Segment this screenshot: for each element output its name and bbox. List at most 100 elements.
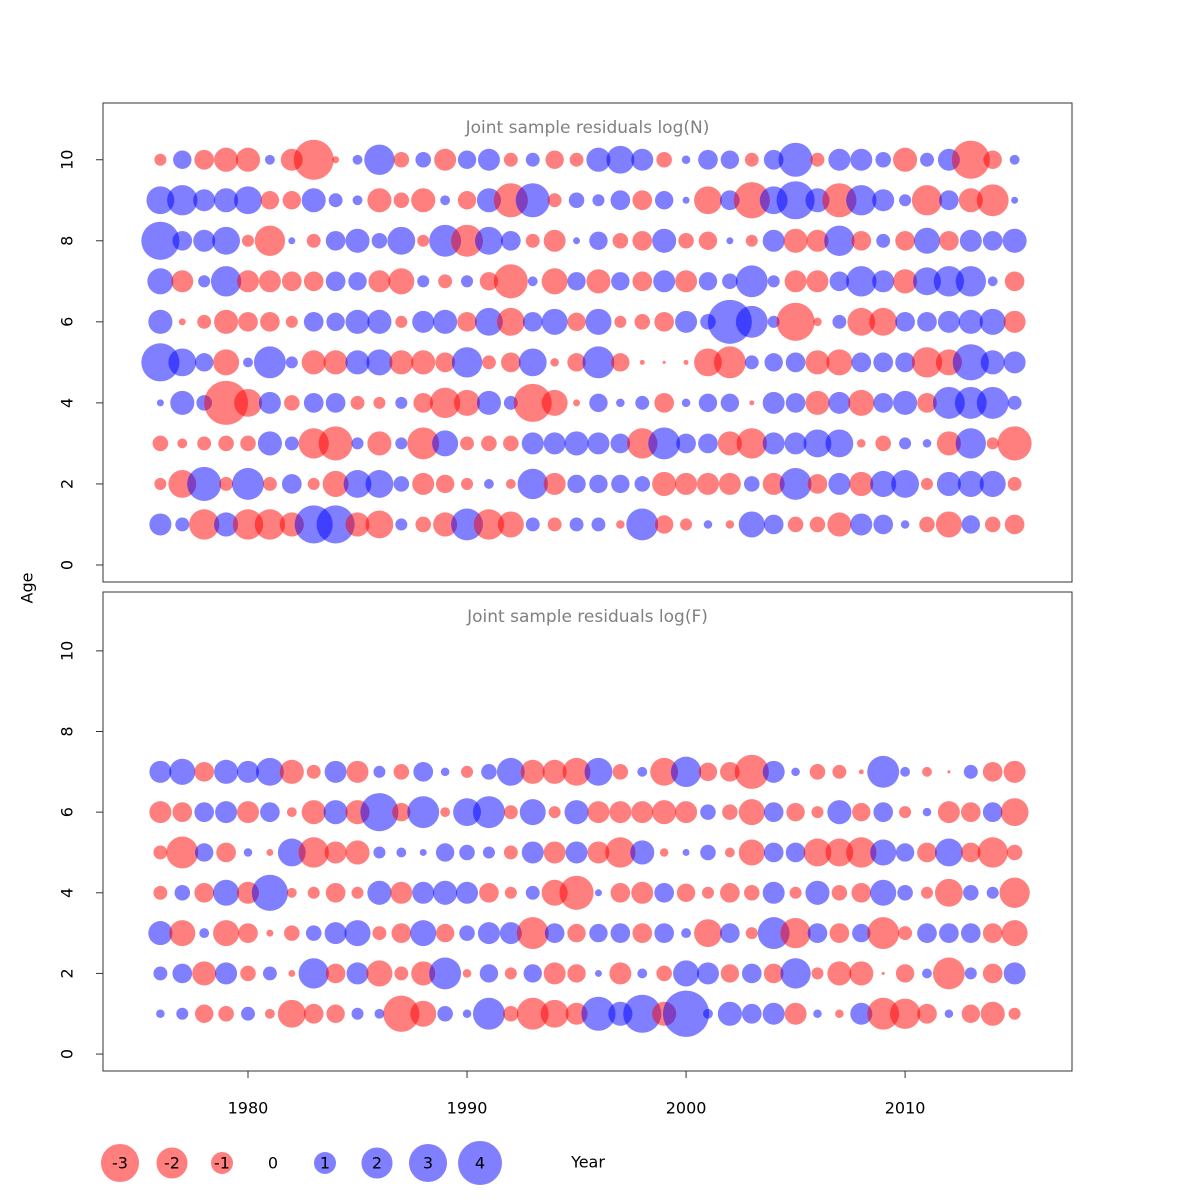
bubble	[694, 919, 722, 948]
bubble	[440, 767, 450, 777]
bubble	[236, 801, 259, 824]
bubble	[745, 234, 758, 247]
y-tick-label: 4	[58, 398, 77, 408]
bubble	[435, 474, 455, 494]
bubble	[829, 923, 850, 943]
bubble	[1003, 351, 1026, 374]
bubble	[911, 185, 943, 216]
bubble	[393, 151, 410, 168]
bubble	[318, 426, 353, 461]
y-tick-label: 10	[58, 641, 77, 661]
bubble	[411, 188, 436, 213]
bubble	[177, 438, 188, 449]
bubble	[870, 839, 897, 866]
bubble	[433, 512, 458, 537]
bubble	[846, 837, 877, 868]
bubble	[832, 314, 847, 329]
bubble	[516, 917, 549, 950]
bubble	[744, 152, 759, 167]
bubble	[460, 436, 474, 451]
bubble	[141, 221, 180, 260]
bubble	[889, 998, 921, 1029]
bubble	[260, 191, 280, 210]
bubble	[154, 153, 167, 166]
bubble	[343, 470, 372, 498]
bubble	[481, 435, 497, 452]
bubble	[586, 147, 611, 172]
bubble	[822, 183, 857, 218]
bubble	[933, 266, 965, 297]
bubble	[807, 923, 828, 943]
bubble	[281, 271, 302, 292]
bubble	[457, 191, 477, 210]
bubble	[279, 759, 304, 784]
bubble	[873, 514, 894, 535]
bubble	[481, 355, 496, 370]
bubble	[503, 805, 518, 820]
bubble	[367, 309, 392, 334]
bubble	[503, 152, 518, 167]
bubble	[963, 885, 979, 901]
bubble	[920, 152, 934, 167]
bubble	[372, 926, 387, 941]
bubble	[435, 843, 455, 862]
bubble	[477, 148, 500, 171]
bubble	[214, 309, 239, 334]
bubble	[867, 997, 900, 1030]
bubble	[1003, 310, 1026, 333]
bubble	[881, 971, 885, 975]
bubble	[1007, 476, 1022, 491]
bubble	[562, 757, 591, 786]
bubble	[253, 346, 286, 379]
bubble	[936, 431, 961, 456]
legend-label: 2	[372, 1154, 382, 1173]
bubble	[828, 472, 851, 495]
bubble	[462, 969, 472, 978]
bubble	[432, 430, 459, 457]
legend-label: 3	[423, 1154, 433, 1173]
bubble	[825, 429, 854, 458]
bubble	[827, 800, 852, 825]
bubble	[900, 520, 910, 529]
bubble	[413, 393, 434, 413]
bubble	[175, 517, 190, 532]
bubble	[324, 922, 347, 945]
bubble	[848, 389, 875, 416]
bubble	[852, 923, 871, 943]
bubble	[873, 802, 894, 822]
bubble	[586, 269, 611, 294]
bubble	[937, 310, 960, 333]
bubble	[780, 958, 811, 989]
bubble	[277, 838, 306, 867]
bubble	[352, 154, 363, 165]
bubble	[869, 307, 898, 336]
bubble	[738, 839, 765, 866]
y-tick-label: 2	[58, 968, 77, 978]
bubble	[876, 233, 891, 248]
bubble	[373, 396, 386, 409]
bubble	[717, 1001, 742, 1026]
bubble	[700, 804, 716, 820]
bubble	[827, 512, 852, 537]
bubble	[496, 307, 525, 336]
bubble	[899, 806, 912, 819]
bubble	[393, 764, 410, 780]
bubble	[958, 309, 983, 334]
bubble	[288, 969, 296, 977]
bubble	[849, 471, 874, 496]
bubble	[827, 961, 852, 986]
bubble	[743, 476, 760, 492]
bubble	[917, 393, 937, 413]
bubble	[258, 270, 281, 293]
bubble	[521, 841, 544, 864]
bubble	[675, 801, 698, 824]
bubble	[780, 917, 811, 949]
bubble	[412, 310, 435, 333]
x-tick-label: 1980	[228, 1099, 269, 1118]
bubble	[591, 517, 606, 532]
bubble	[517, 468, 548, 500]
bubble	[652, 228, 677, 253]
bubble	[166, 836, 199, 869]
bubble	[789, 886, 802, 899]
bubble	[543, 841, 566, 864]
